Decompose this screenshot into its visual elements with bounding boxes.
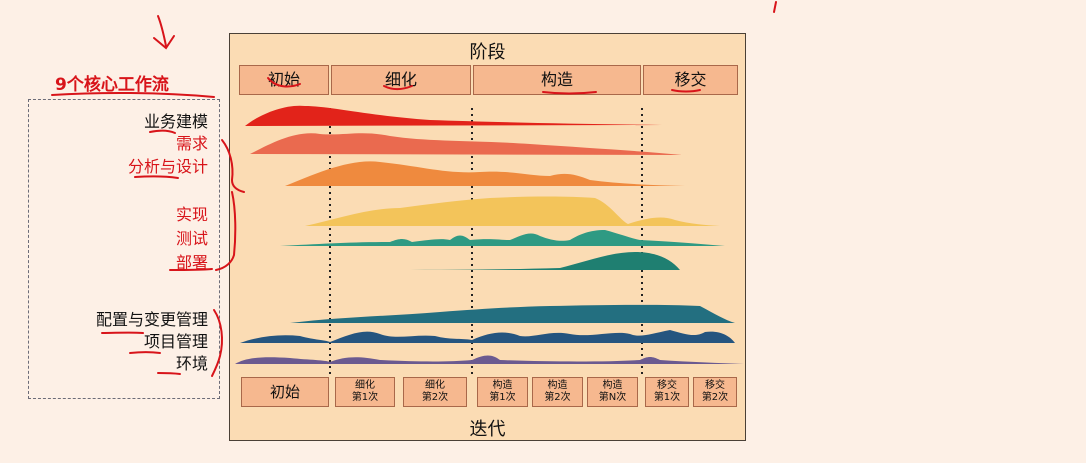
- workflow-label-implementation: 实现: [175, 205, 208, 224]
- workflow-label-environment: 环境: [175, 354, 208, 373]
- phase-box-elaboration: 细化: [331, 65, 471, 95]
- curve-configuration-change: [290, 304, 735, 323]
- curve-project-management: [240, 330, 735, 343]
- curve-deployment: [380, 252, 680, 270]
- rup-diagram-panel: 阶段 初始 细化 构造 移交 初始 细化 第1次 细化 第2次: [229, 33, 746, 441]
- workflow-label-test: 测试: [175, 229, 208, 248]
- iteration-box-transition-1: 移交 第1次: [645, 377, 689, 407]
- underline-phase-construction: [542, 91, 597, 95]
- arrow-stroke: [157, 15, 167, 47]
- iteration-box-construction-2: 构造 第2次: [532, 377, 583, 407]
- phase-box-construction: 构造: [473, 65, 641, 95]
- iteration-count: 第1次: [489, 392, 516, 403]
- phase-box-transition: 移交: [643, 65, 738, 95]
- iteration-count: 第1次: [653, 392, 681, 403]
- iteration-count: 第2次: [701, 392, 729, 403]
- iteration-title: 迭代: [469, 419, 506, 440]
- iteration-count: 第2次: [544, 392, 571, 403]
- iteration-label: 移交: [657, 380, 677, 391]
- workflow-label-requirements: 需求: [175, 134, 208, 153]
- underline-core-title: [51, 91, 215, 98]
- curve-environment: [235, 355, 744, 364]
- iteration-label: 构造: [492, 380, 513, 391]
- iteration-box-inception: 初始: [241, 377, 329, 407]
- workflow-group-box: [28, 99, 220, 399]
- curve-business-modeling: [245, 105, 662, 126]
- iteration-count: 第2次: [421, 392, 449, 403]
- pen-mark: [773, 1, 777, 13]
- iteration-label: 移交: [705, 380, 725, 391]
- arrow-head: [153, 35, 175, 50]
- underline-phase-elaboration: [383, 85, 413, 90]
- iteration-box-elaboration-2: 细化 第2次: [403, 377, 467, 407]
- phase-title: 阶段: [469, 42, 506, 63]
- iteration-label: 细化: [355, 380, 375, 391]
- workflow-label-project-management: 项目管理: [143, 332, 208, 351]
- iteration-box-construction-1: 构造 第1次: [477, 377, 528, 407]
- brace-impl-test-deploy: [215, 191, 237, 271]
- underline-environment: [157, 372, 181, 375]
- curve-analysis-design: [285, 161, 685, 186]
- iteration-box-transition-2: 移交 第2次: [693, 377, 737, 407]
- workflow-label-business-modeling: 业务建模: [143, 112, 208, 131]
- workflow-label-configuration-change: 配置与变更管理: [95, 310, 208, 329]
- underline-project-mgmt-2: [129, 351, 161, 354]
- workflow-label-analysis-design: 分析与设计: [127, 157, 208, 176]
- iteration-count: 第1次: [351, 392, 379, 403]
- underline-phase-inception: [267, 77, 301, 88]
- iteration-box-elaboration-1: 细化 第1次: [335, 377, 395, 407]
- workflow-label-deployment: 部署: [175, 253, 208, 272]
- underline-requirements: [149, 129, 176, 134]
- underline-phase-transition: [671, 89, 701, 93]
- curve-requirements: [250, 133, 682, 155]
- iteration-label: 构造: [602, 380, 623, 391]
- curve-implementation: [305, 196, 720, 226]
- core-workflows-title: 9个核心工作流: [55, 75, 169, 95]
- curve-test: [280, 230, 725, 246]
- brace-requirements-analysis: [221, 139, 245, 193]
- underline-analysis: [134, 175, 179, 179]
- iteration-label: 初始: [269, 383, 300, 401]
- brace-support-workflows: [211, 309, 223, 377]
- iteration-label: 细化: [425, 380, 445, 391]
- underline-deployment: [169, 268, 213, 271]
- workflow-curves: [235, 105, 744, 374]
- iteration-count: 第N次: [598, 392, 627, 403]
- iteration-label: 构造: [547, 380, 568, 391]
- iteration-box-construction-n: 构造 第N次: [587, 377, 638, 407]
